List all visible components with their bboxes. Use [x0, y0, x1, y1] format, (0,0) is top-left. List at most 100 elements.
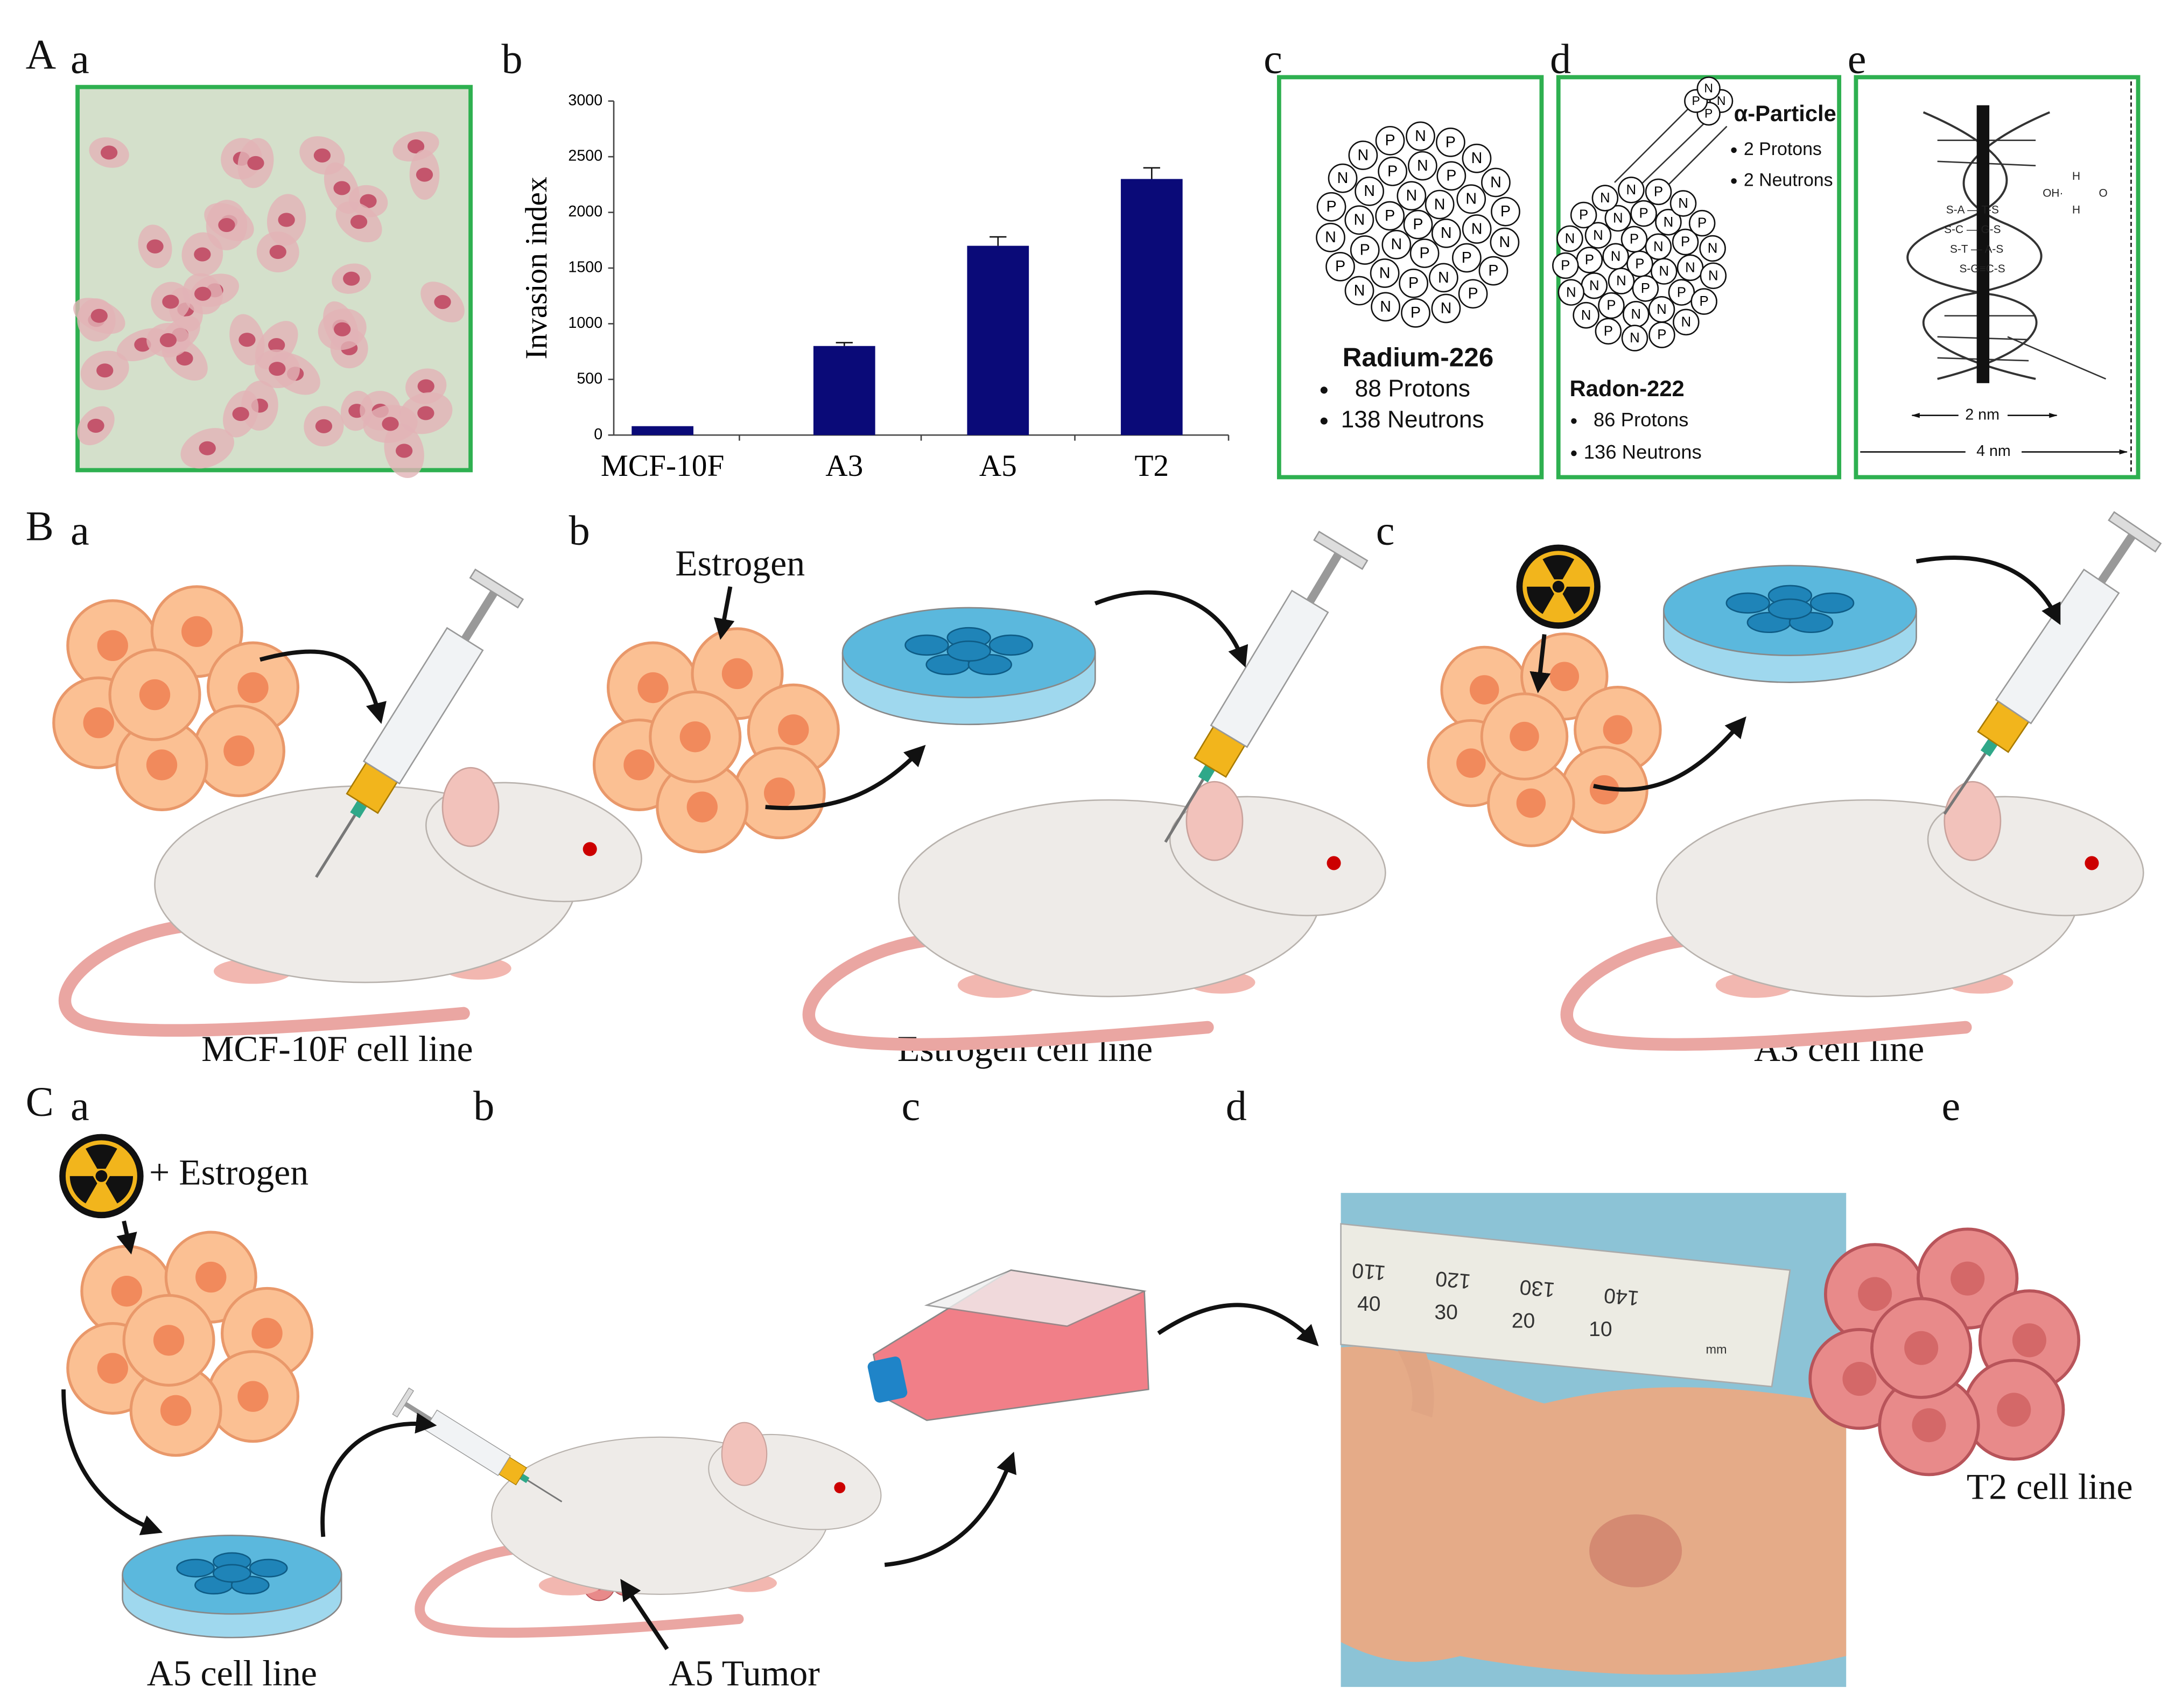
nucleon-label: P	[1327, 198, 1337, 215]
nucleon	[1557, 279, 1585, 306]
base-pair: S-C — G-S	[1944, 223, 2001, 236]
nucleon-label: P	[1654, 184, 1663, 199]
nucleon	[1401, 298, 1430, 328]
dish-cell	[988, 634, 1034, 656]
cell-nucleus	[83, 707, 114, 739]
flask-top	[924, 1269, 1147, 1327]
nucleon	[1381, 229, 1412, 259]
nucleon-label: P	[1657, 327, 1666, 342]
nucleon-label: N	[1441, 300, 1452, 317]
nucleon-label: N	[1471, 220, 1483, 237]
nucleon	[1632, 275, 1659, 302]
nucleon-label: N	[1685, 260, 1695, 275]
dish-cell	[1809, 592, 1855, 614]
nucleon-label: N	[1626, 182, 1637, 198]
radiation-core	[1552, 580, 1564, 593]
panel-label: d	[1226, 1082, 1247, 1129]
needle	[315, 805, 362, 878]
bullet	[1571, 418, 1577, 424]
nucleon	[1655, 208, 1682, 236]
nucleon	[1673, 308, 1700, 336]
bullet	[1320, 386, 1328, 394]
water: H	[2072, 204, 2080, 216]
nucleon-label: P	[1639, 206, 1648, 221]
ruler-unit: mm	[1706, 1342, 1727, 1356]
nucleon	[1348, 140, 1378, 170]
nucleon	[1595, 318, 1622, 345]
atom-title: Radon-222	[1570, 376, 1685, 401]
dish-cell	[212, 1564, 251, 1583]
needle-hub	[1198, 764, 1215, 783]
cell-nucleus	[1510, 721, 1539, 751]
syringe	[1164, 530, 1369, 843]
cell-nucleus	[160, 1395, 192, 1426]
nucleon	[1478, 256, 1509, 286]
needle-hub	[1980, 739, 1998, 757]
nucleon-label: N	[1417, 157, 1428, 174]
nucleon	[1371, 292, 1400, 322]
nucleon	[1696, 76, 1721, 101]
mouse	[58, 767, 642, 1037]
arrow	[620, 1579, 669, 1650]
cell-nucleus	[1912, 1408, 1946, 1443]
cell-nucleus	[1951, 1261, 1985, 1296]
panel-frame	[1854, 75, 2141, 480]
nucleon	[1375, 125, 1405, 156]
nucleon-label: N	[1380, 298, 1391, 315]
y-tick-label: 0	[594, 426, 602, 443]
cell-nucleus	[194, 286, 212, 301]
cell-nucleus	[1858, 1277, 1892, 1311]
nucleon-label: P	[1641, 281, 1650, 296]
cell-nucleus	[96, 363, 114, 378]
atom-line: 86 Protons	[1594, 409, 1689, 431]
nucleon	[1397, 181, 1427, 211]
nucleon-label: N	[1616, 273, 1626, 289]
nucleon	[1399, 268, 1429, 298]
radiation-blade	[1527, 586, 1554, 614]
nucleon-label: P	[1488, 262, 1498, 279]
nucleon	[1355, 176, 1384, 206]
bar	[967, 245, 1029, 435]
plunger	[1306, 551, 1343, 604]
nucleon	[1370, 258, 1400, 288]
scale-label: 2 nm	[1965, 406, 1999, 423]
arrow	[1593, 716, 1746, 792]
barrel	[362, 627, 484, 785]
cell-nucleus	[237, 1381, 269, 1412]
panel-label: c	[1376, 507, 1395, 553]
panel-label: c	[902, 1082, 921, 1129]
nucleon	[1688, 209, 1716, 237]
alpha-line: 2 Neutrons	[1744, 170, 1833, 190]
cell-cluster	[592, 627, 840, 854]
nucleon	[1490, 227, 1520, 257]
nucleon	[1344, 276, 1374, 306]
cell-cluster	[52, 585, 300, 811]
nucleon	[1690, 288, 1717, 315]
cell-nucleus	[1469, 675, 1499, 705]
cell-nucleus	[237, 672, 269, 704]
atom-title: Radium-226	[1343, 343, 1494, 372]
cell-nucleus	[686, 791, 718, 823]
cell-nucleus	[350, 215, 368, 229]
base-pair: S-A — T-S	[1946, 204, 1999, 216]
cell-nucleus	[721, 658, 753, 690]
cell-nucleus	[162, 294, 179, 309]
nucleon-label: P	[1413, 216, 1423, 233]
cell-nucleus	[1516, 788, 1546, 818]
ruler-number: 40	[1357, 1292, 1380, 1316]
cell-nucleus	[417, 379, 434, 393]
cell-nucleus	[199, 441, 216, 455]
cell-nucleus	[1603, 715, 1633, 745]
panel-label: a	[71, 1082, 89, 1129]
x-tick-label: A5	[979, 449, 1017, 483]
mouse-tail	[802, 934, 1214, 1051]
cell-nucleus	[97, 1353, 128, 1384]
panel-frame	[1556, 75, 1842, 480]
y-tick-label: 500	[577, 370, 602, 387]
panel-label: a	[71, 35, 89, 82]
nucleon-label: P	[1635, 256, 1644, 271]
dna-text: S-A — T-S S-C — G-S S-T — A-S S-G≡C-S OH…	[1944, 170, 2108, 275]
error-bar	[1143, 167, 1160, 179]
nucleon-label: N	[1657, 302, 1667, 317]
dna	[1906, 111, 2107, 380]
